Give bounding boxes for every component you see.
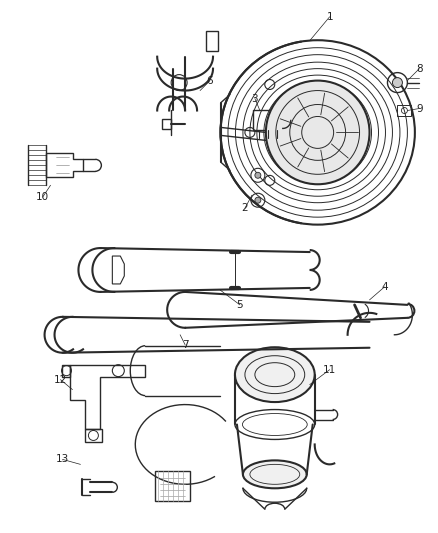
Circle shape [255, 197, 261, 203]
Circle shape [255, 172, 261, 178]
Text: 7: 7 [182, 340, 188, 350]
Circle shape [266, 80, 370, 184]
Text: 6: 6 [207, 76, 213, 86]
Text: 8: 8 [416, 63, 423, 74]
Text: 3: 3 [251, 93, 258, 103]
Text: 13: 13 [56, 455, 69, 464]
Text: 11: 11 [323, 365, 336, 375]
Text: 10: 10 [36, 192, 49, 202]
Text: 4: 4 [381, 282, 388, 292]
Text: 9: 9 [416, 103, 423, 114]
Text: 12: 12 [54, 375, 67, 385]
Text: 5: 5 [237, 300, 243, 310]
Text: 2: 2 [242, 203, 248, 213]
Text: 1: 1 [326, 12, 333, 22]
Ellipse shape [243, 461, 307, 488]
Ellipse shape [235, 347, 314, 402]
Circle shape [392, 78, 403, 87]
